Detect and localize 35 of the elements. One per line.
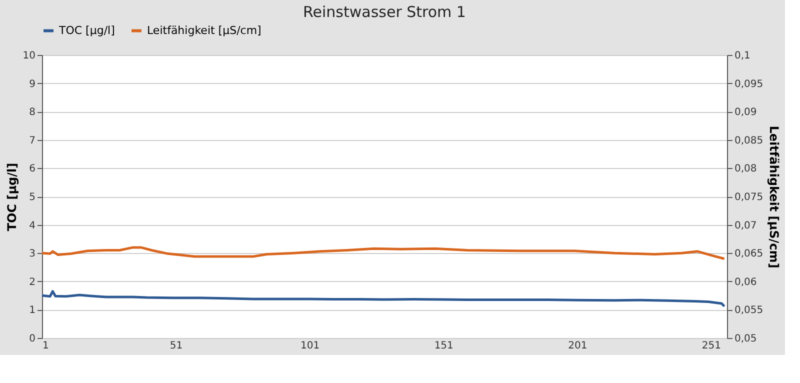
x-tick-label: 201 — [568, 340, 588, 352]
y2-tick-label: 0,075 — [734, 192, 764, 203]
y-tick-label: 7 — [29, 135, 36, 146]
x-tick-label: 101 — [300, 340, 320, 352]
y-tick-label: 0 — [29, 334, 36, 344]
chart-title: Reinstwasser Strom 1 — [303, 3, 466, 21]
y2-axis-title: Leitfähigkeit [µS/cm] — [767, 126, 782, 268]
y-tick-label: 4 — [29, 220, 36, 232]
y2-tick-label: 0,055 — [734, 305, 764, 316]
legend-label: TOC [µg/l] — [58, 24, 115, 37]
y-tick-label: 2 — [29, 276, 36, 288]
y-tick-label: 10 — [22, 50, 36, 62]
y2-tick-label: 0,1 — [734, 50, 750, 62]
y2-tick-label: 0,085 — [734, 135, 764, 146]
x-tick-label: 51 — [170, 340, 183, 352]
y2-tick-label: 0,065 — [734, 248, 764, 260]
y-tick-label: 8 — [29, 107, 36, 118]
x-tick-label: 151 — [434, 340, 454, 352]
y2-tick-label: 0,05 — [734, 334, 757, 344]
y2-tick-label: 0,06 — [734, 276, 757, 288]
line-series — [40, 246, 726, 260]
x-tick-label: 251 — [702, 340, 721, 352]
y-tick-label: 1 — [29, 305, 36, 316]
y-tick-label: 3 — [29, 248, 36, 260]
y-tick-label: 9 — [29, 78, 36, 90]
y-tick-label: 5 — [29, 192, 36, 203]
y-axis-title: TOC [µg/l] — [4, 162, 19, 232]
y-tick-label: 6 — [29, 164, 36, 175]
y2-tick-label: 0,095 — [734, 78, 764, 90]
legend-label: Leitfähigkeit [µS/cm] — [147, 24, 262, 37]
y2-tick-label: 0,08 — [734, 164, 757, 175]
y2-tick-label: 0,07 — [734, 220, 757, 232]
x-tick-label: 1 — [42, 340, 49, 352]
y2-tick-label: 0,09 — [734, 107, 757, 118]
line-series — [40, 290, 726, 308]
